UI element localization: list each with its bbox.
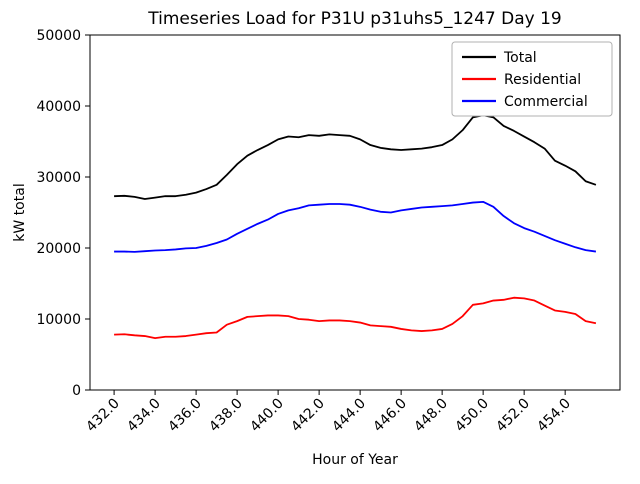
chart-title: Timeseries Load for P31U p31uhs5_1247 Da… bbox=[147, 9, 561, 29]
x-tick-label: 440.0 bbox=[247, 396, 287, 436]
x-tick-label: 454.0 bbox=[534, 396, 574, 436]
legend-label-total: Total bbox=[503, 50, 537, 66]
y-axis-label: kW total bbox=[12, 183, 28, 241]
y-tick-label: 0 bbox=[72, 383, 81, 399]
x-tick-label: 432.0 bbox=[83, 396, 123, 436]
y-tick-label: 20000 bbox=[36, 241, 81, 257]
y-tick-label: 40000 bbox=[36, 99, 81, 115]
x-tick-label: 444.0 bbox=[329, 396, 369, 436]
x-tick-label: 434.0 bbox=[124, 396, 164, 436]
x-tick-label: 436.0 bbox=[165, 396, 205, 436]
x-tick-label: 446.0 bbox=[370, 396, 410, 436]
legend-label-residential: Residential bbox=[504, 72, 581, 88]
residential-line bbox=[114, 296, 597, 340]
x-axis-label: Hour of Year bbox=[312, 452, 398, 468]
x-tick-label: 452.0 bbox=[493, 396, 533, 436]
y-tick-label: 30000 bbox=[36, 170, 81, 186]
commercial-line bbox=[114, 200, 597, 253]
x-tick-label: 450.0 bbox=[452, 396, 492, 436]
legend-label-commercial: Commercial bbox=[504, 94, 588, 110]
y-tick-label: 10000 bbox=[36, 312, 81, 328]
x-tick-label: 442.0 bbox=[288, 396, 328, 436]
legend-box bbox=[451, 41, 613, 117]
plot-frame bbox=[89, 34, 621, 391]
x-tick-label: 438.0 bbox=[206, 396, 246, 436]
x-tick-label: 448.0 bbox=[411, 396, 451, 436]
total-line bbox=[114, 114, 597, 200]
y-tick-label: 50000 bbox=[36, 28, 81, 44]
